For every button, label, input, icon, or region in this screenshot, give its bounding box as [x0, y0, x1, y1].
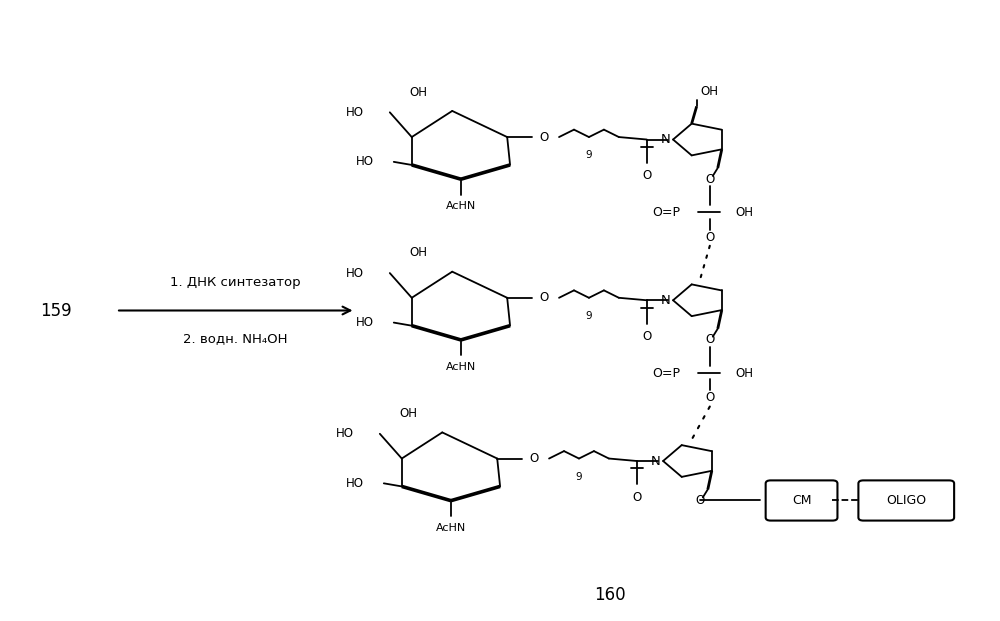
Text: AcHN: AcHN	[446, 201, 476, 211]
Text: N: N	[660, 133, 670, 146]
FancyBboxPatch shape	[858, 481, 954, 520]
Text: O: O	[642, 330, 651, 343]
Text: N: N	[650, 455, 660, 468]
Text: 9: 9	[586, 310, 592, 321]
Text: 160: 160	[594, 586, 626, 604]
Text: O: O	[539, 130, 549, 143]
Text: O: O	[705, 173, 714, 186]
Text: O: O	[632, 491, 641, 504]
Text: HO: HO	[346, 266, 364, 279]
Text: HO: HO	[356, 155, 374, 168]
Text: OH: OH	[736, 366, 754, 379]
Text: HO: HO	[356, 316, 374, 329]
Text: OLIGO: OLIGO	[886, 494, 926, 507]
Text: O: O	[705, 230, 714, 243]
Text: CM: CM	[792, 494, 811, 507]
Text: 159: 159	[40, 302, 72, 319]
Text: HO: HO	[346, 477, 364, 490]
Text: 1. ДНК синтезатор: 1. ДНК синтезатор	[170, 276, 301, 289]
Text: O: O	[539, 291, 549, 304]
Text: O: O	[705, 333, 714, 347]
Text: O: O	[642, 169, 651, 182]
Text: O: O	[695, 494, 704, 507]
Text: O=P: O=P	[652, 366, 680, 379]
Text: 2. водн. NH₄OH: 2. водн. NH₄OH	[183, 332, 288, 345]
Text: O: O	[529, 452, 539, 465]
Text: OH: OH	[410, 247, 428, 260]
Text: OH: OH	[400, 407, 418, 420]
Text: OH: OH	[736, 206, 754, 219]
Text: O: O	[705, 391, 714, 404]
Text: AcHN: AcHN	[436, 523, 466, 533]
Text: O=P: O=P	[652, 206, 680, 219]
Text: OH: OH	[701, 85, 719, 98]
Text: AcHN: AcHN	[446, 362, 476, 372]
Text: N: N	[660, 294, 670, 307]
FancyBboxPatch shape	[766, 481, 837, 520]
Text: HO: HO	[336, 427, 354, 440]
Text: HO: HO	[346, 106, 364, 119]
Text: OH: OH	[410, 86, 428, 99]
Text: 9: 9	[576, 471, 582, 481]
Text: 9: 9	[586, 150, 592, 160]
